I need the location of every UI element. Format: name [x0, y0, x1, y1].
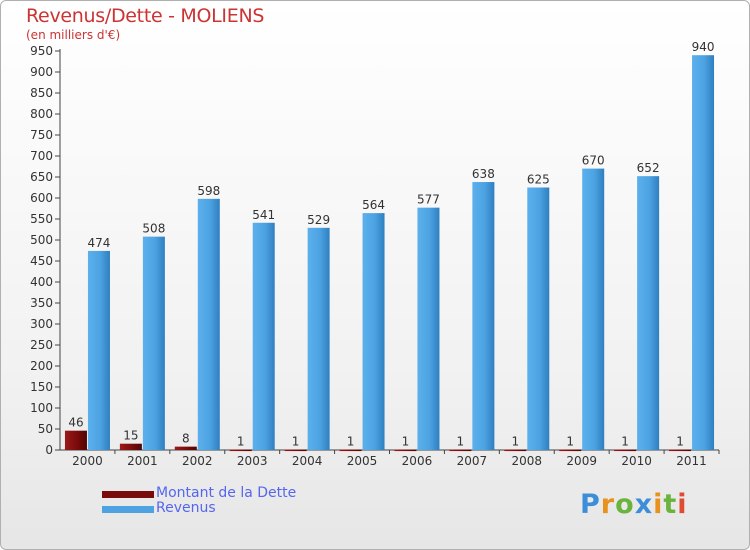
y-tick-label: 950 — [30, 44, 53, 58]
y-tick-label: 250 — [30, 338, 53, 352]
data-label-revenus: 940 — [692, 40, 715, 54]
x-tick-label: 2000 — [72, 454, 103, 468]
x-tick-label: 2002 — [182, 454, 213, 468]
data-label-dette: 1 — [566, 435, 574, 449]
data-label-revenus: 564 — [362, 198, 385, 212]
bar-dette — [504, 449, 527, 452]
legend-label-dette: Montant de la Dette — [156, 485, 297, 501]
data-label-dette: 1 — [347, 435, 355, 449]
y-tick-label: 400 — [30, 275, 53, 289]
x-tick-label: 2003 — [237, 454, 268, 468]
bar-dette — [394, 449, 417, 452]
data-label-revenus: 598 — [197, 184, 220, 198]
bar-revenus — [87, 250, 110, 450]
y-tick-label: 600 — [30, 191, 53, 205]
logo-letter: P — [580, 489, 601, 520]
chart-title: Revenus/Dette - MOLIENS — [26, 5, 265, 27]
x-tick-label: 2008 — [512, 454, 543, 468]
bar-dette — [284, 449, 307, 452]
bar-revenus — [417, 207, 440, 450]
y-tick-label: 150 — [30, 380, 53, 394]
bar-revenus — [307, 227, 330, 450]
bar-dette — [119, 443, 142, 450]
bar-revenus — [692, 55, 715, 450]
y-tick-label: 700 — [30, 149, 53, 163]
legend-label-revenus: Revenus — [156, 500, 216, 516]
bar-revenus — [582, 168, 605, 450]
y-tick-label: 0 — [45, 443, 53, 457]
logo-letter: i — [653, 489, 664, 520]
bar-dette — [614, 449, 637, 452]
data-label-dette: 15 — [123, 429, 138, 443]
bar-revenus — [197, 198, 220, 450]
proxiti-logo: Proxiti — [580, 489, 688, 520]
y-tick-label: 300 — [30, 317, 53, 331]
data-label-dette: 1 — [292, 435, 300, 449]
data-label-dette: 1 — [676, 435, 684, 449]
y-tick-label: 50 — [38, 422, 53, 436]
data-label-dette: 46 — [68, 416, 83, 430]
bar-dette — [174, 446, 197, 450]
y-tick-label: 100 — [30, 401, 53, 415]
bar-dette — [449, 449, 472, 452]
y-tick-label: 800 — [30, 107, 53, 121]
x-tick-label: 2007 — [457, 454, 488, 468]
data-label-revenus: 638 — [472, 167, 495, 181]
data-label-dette: 1 — [457, 435, 465, 449]
bar-dette — [669, 449, 692, 452]
legend-swatch-revenus — [102, 506, 154, 513]
x-tick-label: 2011 — [676, 454, 707, 468]
y-tick-label: 900 — [30, 65, 53, 79]
bar-revenus — [637, 176, 660, 450]
legend-swatch-dette — [102, 491, 154, 498]
data-label-dette: 1 — [402, 435, 410, 449]
data-label-dette: 1 — [511, 435, 519, 449]
bar-dette — [339, 449, 362, 452]
bar-dette — [559, 449, 582, 452]
x-tick-label: 2009 — [566, 454, 597, 468]
y-tick-label: 850 — [30, 86, 53, 100]
data-label-revenus: 625 — [527, 173, 550, 187]
data-label-dette: 8 — [182, 432, 190, 446]
bar-dette — [229, 449, 252, 452]
y-tick-label: 650 — [30, 170, 53, 184]
bar-revenus — [362, 213, 385, 450]
chart-subtitle: (en milliers d'€) — [26, 28, 121, 42]
x-tick-label: 2001 — [127, 454, 158, 468]
y-tick-label: 550 — [30, 212, 53, 226]
x-tick-label: 2005 — [347, 454, 378, 468]
x-tick-label: 2004 — [292, 454, 323, 468]
data-label-revenus: 474 — [88, 236, 111, 250]
logo-letter: x — [634, 489, 654, 520]
data-label-dette: 1 — [237, 435, 245, 449]
logo-letter: o — [615, 489, 635, 520]
data-label-revenus: 577 — [417, 193, 440, 207]
data-label-revenus: 670 — [582, 154, 605, 168]
x-tick-label: 2006 — [402, 454, 433, 468]
logo-letter: r — [600, 489, 616, 520]
y-tick-label: 450 — [30, 254, 53, 268]
bar-revenus — [142, 236, 165, 450]
y-tick-label: 750 — [30, 128, 53, 142]
data-label-dette: 1 — [621, 435, 629, 449]
y-tick-label: 500 — [30, 233, 53, 247]
data-label-revenus: 529 — [307, 213, 330, 227]
logo-letter: i — [677, 489, 688, 520]
y-tick-label: 200 — [30, 359, 53, 373]
bar-dette — [64, 430, 87, 450]
x-tick-label: 2010 — [621, 454, 652, 468]
logo-letter: t — [663, 489, 678, 520]
bar-revenus — [252, 222, 275, 450]
data-label-revenus: 541 — [252, 208, 275, 222]
y-tick-label: 350 — [30, 296, 53, 310]
bar-revenus — [527, 187, 550, 450]
data-label-revenus: 652 — [637, 161, 660, 175]
bar-revenus — [472, 182, 495, 451]
data-label-revenus: 508 — [142, 222, 165, 236]
